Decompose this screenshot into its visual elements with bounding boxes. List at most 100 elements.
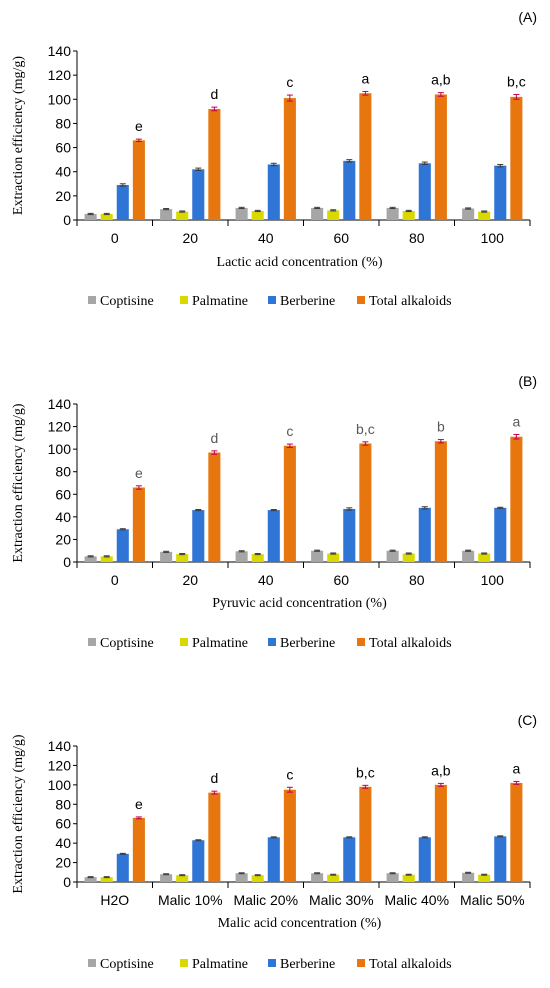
y-axis-title: Extraction efficiency (mg/g) — [11, 403, 26, 562]
bar-berberine — [116, 184, 129, 220]
legend-swatch — [268, 638, 276, 646]
x-tick-label: 60 — [333, 572, 349, 588]
bar-palmatine — [251, 210, 264, 220]
bar-coptisine — [84, 877, 97, 882]
significance-label: c — [286, 74, 293, 90]
bar-total-alkaloids — [510, 782, 523, 882]
y-tick-label: 20 — [55, 188, 71, 204]
significance-label: b,c — [356, 764, 375, 780]
panel-label: (B) — [518, 373, 537, 389]
bar-total-alkaloids — [132, 487, 145, 562]
bar-berberine — [267, 164, 280, 220]
x-tick-label: Malic 10% — [158, 892, 223, 908]
bar-coptisine — [160, 209, 173, 220]
bar-coptisine — [311, 873, 324, 882]
bar-palmatine — [100, 877, 113, 882]
legend-label: Palmatine — [192, 294, 248, 309]
legend-swatch — [268, 296, 276, 304]
bar-total-alkaloids — [132, 817, 145, 882]
bar-berberine — [418, 163, 431, 220]
y-axis-title: Extraction efficiency (mg/g) — [11, 734, 26, 893]
bar-palmatine — [100, 213, 113, 220]
y-axis-title: Extraction efficiency (mg/g) — [11, 56, 26, 215]
bar-palmatine — [327, 874, 340, 882]
bar-palmatine — [176, 875, 189, 882]
legend-swatch — [357, 296, 365, 304]
x-tick-label: Malic 50% — [460, 892, 525, 908]
legend-swatch — [180, 296, 188, 304]
bar-coptisine — [386, 550, 399, 562]
bar-total-alkaloids — [359, 93, 372, 220]
legend-label: Coptisine — [100, 957, 154, 972]
bar-total-alkaloids — [283, 445, 296, 562]
legend-label: Berberine — [280, 957, 335, 972]
bar-coptisine — [311, 207, 324, 220]
bar-palmatine — [176, 211, 189, 220]
bar-total-alkaloids — [283, 789, 296, 882]
x-tick-label: Malic 30% — [309, 892, 374, 908]
legend-label: Berberine — [280, 636, 335, 651]
y-tick-label: 80 — [55, 796, 71, 812]
bar-palmatine — [327, 210, 340, 220]
bar-coptisine — [462, 208, 475, 220]
y-tick-label: 60 — [55, 816, 71, 832]
bar-coptisine — [462, 872, 475, 882]
significance-label: d — [210, 430, 218, 446]
bar-berberine — [343, 837, 356, 882]
significance-label: c — [286, 766, 293, 782]
bar-coptisine — [84, 213, 97, 220]
x-axis-title: Malic acid concentration (%) — [218, 916, 382, 931]
x-tick-label: Malic 20% — [233, 892, 298, 908]
y-tick-label: 40 — [55, 509, 71, 525]
y-tick-label: 80 — [55, 464, 71, 480]
y-tick-label: 100 — [48, 777, 72, 793]
bar-berberine — [192, 169, 205, 220]
legend-label: Total alkaloids — [369, 636, 452, 651]
legend-swatch — [357, 959, 365, 967]
bar-berberine — [267, 837, 280, 882]
significance-label: e — [135, 118, 143, 134]
significance-label: b,c — [356, 421, 375, 437]
y-tick-label: 20 — [55, 855, 71, 871]
chart-panel-3: (C) 0 20 40 60 80 100 120 140 Extraction efficien… — [11, 712, 537, 972]
bar-palmatine — [251, 875, 264, 882]
bar-berberine — [418, 837, 431, 882]
legend-label: Palmatine — [192, 957, 248, 972]
bar-total-alkaloids — [359, 443, 372, 562]
significance-label: b — [437, 419, 445, 435]
x-axis-title: Lactic acid concentration (%) — [217, 255, 383, 270]
bar-berberine — [343, 160, 356, 220]
y-tick-label: 120 — [48, 419, 72, 435]
bar-coptisine — [311, 550, 324, 562]
bar-total-alkaloids — [208, 108, 221, 220]
bar-total-alkaloids — [208, 792, 221, 882]
bar-palmatine — [402, 874, 415, 882]
bar-total-alkaloids — [208, 452, 221, 562]
x-tick-label: 100 — [481, 572, 505, 588]
y-tick-label: 0 — [63, 874, 71, 890]
bar-berberine — [494, 836, 507, 882]
bar-palmatine — [478, 553, 491, 562]
legend-label: Coptisine — [100, 636, 154, 651]
bar-berberine — [116, 853, 129, 882]
bar-berberine — [192, 510, 205, 562]
y-tick-label: 0 — [63, 212, 71, 228]
y-tick-label: 140 — [48, 738, 72, 754]
x-tick-label: 40 — [258, 572, 274, 588]
bar-palmatine — [100, 556, 113, 562]
significance-label: e — [135, 796, 143, 812]
y-tick-label: 140 — [48, 43, 72, 59]
legend-swatch — [357, 638, 365, 646]
bar-total-alkaloids — [510, 436, 523, 562]
x-tick-label: Malic 40% — [384, 892, 449, 908]
significance-label: a,b — [431, 72, 451, 88]
bar-berberine — [267, 510, 280, 562]
y-tick-label: 120 — [48, 757, 72, 773]
x-tick-label: 100 — [481, 230, 505, 246]
bar-palmatine — [478, 211, 491, 220]
panel-label: (A) — [518, 9, 537, 25]
bar-coptisine — [235, 207, 248, 220]
bar-coptisine — [160, 551, 173, 562]
x-tick-label: 0 — [111, 572, 119, 588]
